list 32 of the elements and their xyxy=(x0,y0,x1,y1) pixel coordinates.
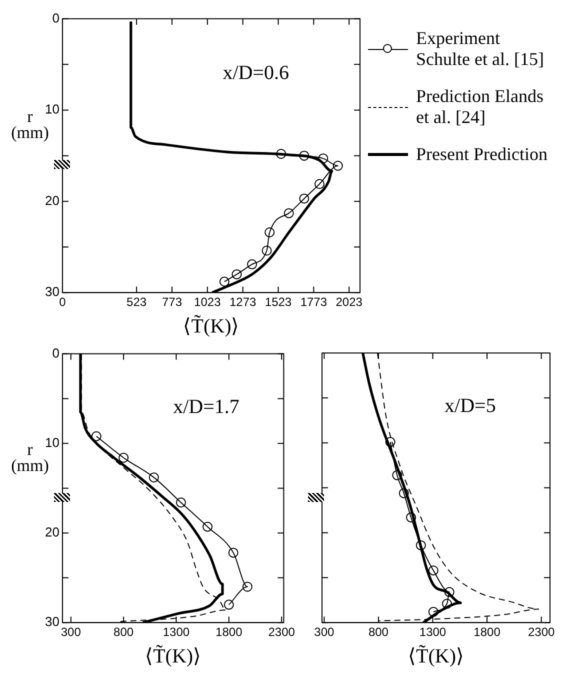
legend-label: Prediction Elands et al. [24] xyxy=(416,86,544,128)
x-tick-label: 2023 xyxy=(336,295,363,310)
x-tick-label: 1523 xyxy=(264,295,292,310)
x-tick-label: 800 xyxy=(368,625,389,640)
x-tick-label: 300 xyxy=(60,625,82,640)
x-tick-label: 300 xyxy=(314,625,335,640)
y-tick-label: 20 xyxy=(44,192,60,208)
x-tick-label: 1023 xyxy=(194,295,222,310)
x-tick-label: 1273 xyxy=(229,295,256,310)
x-axis-title: ⟨T̃(K)⟩ xyxy=(145,644,202,668)
y-tick-label: 0 xyxy=(52,345,60,360)
x-axis-title: ⟨T̃(K)⟩ xyxy=(408,644,464,668)
x-axis-title: ⟨T̃(K)⟩ xyxy=(183,314,240,338)
y-tick-label: 0 xyxy=(52,10,60,26)
annotation: x/D=0.6 xyxy=(222,62,289,84)
annotation: x/D=1.7 xyxy=(173,396,240,418)
y-tick-label: 30 xyxy=(44,284,60,300)
y-tick-label: 30 xyxy=(44,614,60,630)
legend-label: Present Prediction xyxy=(416,144,548,165)
y-tick-label: 20 xyxy=(44,524,60,540)
x-tick-label: 1773 xyxy=(300,295,328,310)
x-tick-label: 2300 xyxy=(528,625,555,640)
x-tick-label: 2300 xyxy=(268,625,296,640)
x-tick-label: 1300 xyxy=(419,625,446,640)
x-tick-label: 523 xyxy=(126,295,147,310)
legend-label: Experiment Schulte et al. [15] xyxy=(416,28,545,70)
x-tick-label: 1300 xyxy=(162,625,190,640)
x-tick-label: 1800 xyxy=(474,625,501,640)
x-tick-label: 1800 xyxy=(216,625,243,640)
annotation: x/D=5 xyxy=(444,395,496,418)
x-tick-label: 773 xyxy=(162,295,182,310)
x-tick-label: 800 xyxy=(114,625,134,640)
